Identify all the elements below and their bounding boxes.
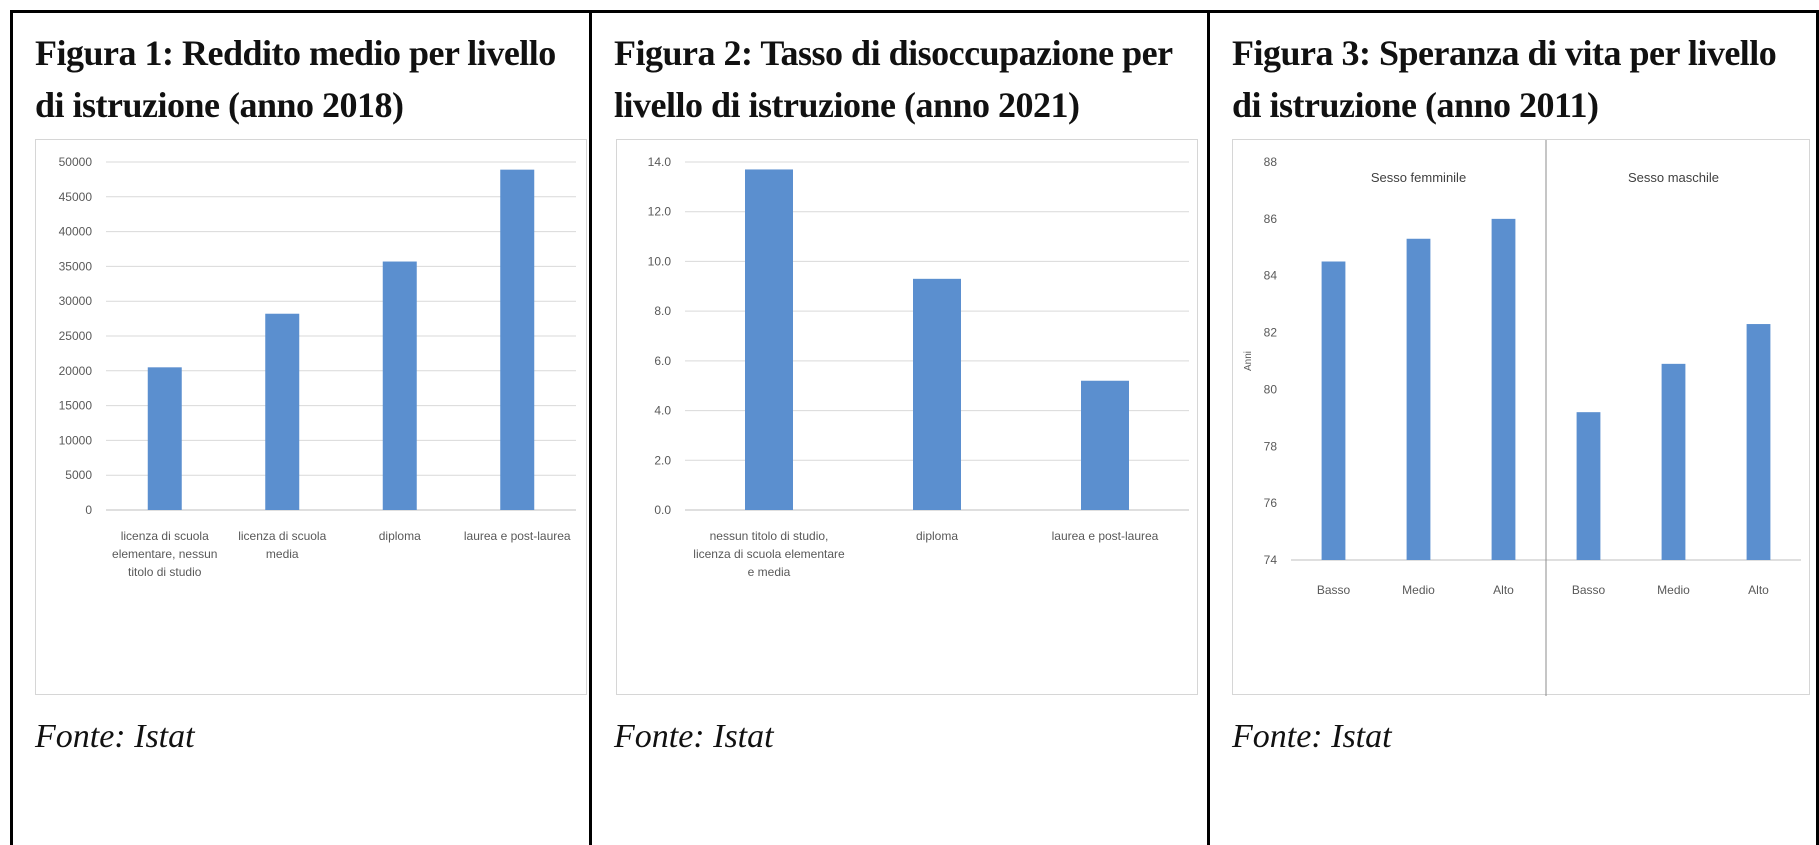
- bar: [382, 261, 417, 510]
- y-tick-label: 35000: [59, 259, 93, 273]
- x-category-label: laurea e post-laurea: [464, 529, 571, 543]
- y-tick-label: 0: [85, 503, 92, 517]
- y-tick-label: 15000: [59, 399, 93, 413]
- figure-1-chart: 0 5000 10000 15000 20000 25000 30000 35000 40000…: [35, 139, 587, 695]
- x-category-label: diploma: [379, 529, 421, 543]
- figure-1-panel: Figura 1: Reddito medio per livello di i…: [10, 10, 592, 845]
- bar: [1081, 380, 1129, 510]
- x-category-label: Basso: [1572, 583, 1606, 597]
- x-category-label: Alto: [1748, 583, 1769, 597]
- y-tick-label: 0.0: [654, 503, 671, 517]
- bar: [913, 278, 961, 510]
- group-label: Sesso femminile: [1371, 170, 1466, 185]
- x-category-label-line: e media: [748, 565, 791, 579]
- bar: [1746, 324, 1771, 560]
- bar: [147, 367, 182, 510]
- group-label: Sesso maschile: [1628, 170, 1719, 185]
- x-category-label: licenza di scuola media: [238, 529, 326, 561]
- y-tick-label: 82: [1264, 326, 1278, 340]
- y-tick-label: 74: [1264, 553, 1278, 567]
- x-category-label: diploma: [916, 529, 958, 543]
- figure-2-panel: Figura 2: Tasso di disoccupazione per li…: [592, 10, 1210, 845]
- figure-1-title: Figura 1: Reddito medio per livello di i…: [35, 33, 556, 125]
- x-category-label: licenza di scuola elementare, nessun titol…: [112, 529, 217, 579]
- x-category-label-line: licenza di scuola elementare: [693, 547, 845, 561]
- y-tick-label: 76: [1264, 496, 1278, 510]
- bar: [745, 169, 793, 510]
- figure-3-chart: 74 76 78 80 82 84 86 88 Anni Sesso femminile Basso…: [1232, 139, 1810, 696]
- figure-3-panel: Figura 3: Speranza di vita per livello d…: [1210, 10, 1819, 845]
- bar: [1661, 363, 1686, 560]
- x-category-label: Medio: [1402, 583, 1435, 597]
- bar: [265, 313, 300, 510]
- y-tick-label: 2.0: [654, 453, 671, 467]
- x-category-label: laurea e post-laurea: [1052, 529, 1159, 543]
- figure-3-chart-svg: 74 76 78 80 82 84 86 88 Anni Sesso femminile Basso…: [1243, 140, 1801, 696]
- y-tick-label: 6.0: [654, 354, 671, 368]
- x-category-label-line: laurea e post-laurea: [464, 529, 571, 543]
- y-tick-label: 40000: [59, 225, 93, 239]
- x-category-label-line: media: [266, 547, 299, 561]
- y-tick-label: 20000: [59, 364, 93, 378]
- y-tick-label: 30000: [59, 294, 93, 308]
- figure-3-title: Figura 3: Speranza di vita per livello d…: [1232, 33, 1777, 125]
- y-tick-label: 84: [1264, 269, 1278, 283]
- figure-2-chart: 0.0 2.0 4.0 6.0 8.0 10.0 12.0 14.0 nessun titolo…: [616, 139, 1198, 695]
- y-tick-label: 50000: [59, 155, 93, 169]
- x-category-label: Basso: [1317, 583, 1351, 597]
- y-tick-label: 8.0: [654, 304, 671, 318]
- y-tick-label: 86: [1264, 212, 1278, 226]
- y-tick-label: 88: [1264, 155, 1278, 169]
- figure-1-source: Fonte: Istat: [35, 718, 195, 755]
- bar: [1491, 218, 1516, 560]
- bar: [500, 169, 535, 510]
- y-tick-label: 14.0: [648, 155, 672, 169]
- x-category-label: Medio: [1657, 583, 1690, 597]
- x-category-label-line: licenza di scuola: [121, 529, 209, 543]
- y-tick-label: 25000: [59, 329, 93, 343]
- x-category-label-line: titolo di studio: [128, 565, 202, 579]
- y-axis-label: Anni: [1243, 351, 1254, 371]
- y-tick-label: 4.0: [654, 404, 671, 418]
- y-tick-label: 80: [1264, 382, 1278, 396]
- y-tick-label: 78: [1264, 439, 1278, 453]
- figure-2-source: Fonte: Istat: [614, 718, 774, 755]
- y-tick-label: 45000: [59, 190, 93, 204]
- bar: [1321, 261, 1346, 560]
- bar: [1576, 412, 1601, 560]
- figure-1-chart-svg: 0 5000 10000 15000 20000 25000 30000 35000 40000…: [59, 155, 576, 579]
- y-tick-label: 12.0: [648, 205, 672, 219]
- figure-2-title: Figura 2: Tasso di disoccupazione per li…: [614, 33, 1172, 125]
- x-category-label-line: nessun titolo di studio,: [710, 529, 829, 543]
- x-category-label: Alto: [1493, 583, 1514, 597]
- figure-2-chart-svg: 0.0 2.0 4.0 6.0 8.0 10.0 12.0 14.0 nessun titolo…: [648, 155, 1189, 579]
- x-category-label-line: licenza di scuola: [238, 529, 326, 543]
- x-category-label-line: diploma: [916, 529, 958, 543]
- y-tick-label: 5000: [65, 468, 92, 482]
- bar: [1406, 238, 1431, 560]
- x-category-label-line: diploma: [379, 529, 421, 543]
- x-category-label-line: laurea e post-laurea: [1052, 529, 1159, 543]
- x-category-label: nessun titolo di studio, licenza di scuol…: [693, 529, 845, 579]
- x-category-label-line: elementare, nessun: [112, 547, 217, 561]
- y-tick-label: 10.0: [648, 254, 672, 268]
- figure-3-source: Fonte: Istat: [1232, 718, 1392, 755]
- y-tick-label: 10000: [59, 433, 93, 447]
